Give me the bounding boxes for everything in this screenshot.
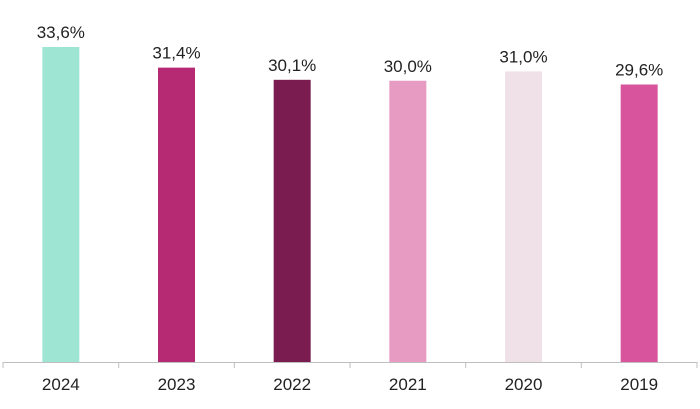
- data-label-2020: 31,0%: [499, 47, 547, 66]
- x-tick-label-2024: 2024: [42, 375, 80, 394]
- x-axis: [2, 362, 698, 368]
- x-tick-labels-group: 2024 2023 2022 2021 2020 2019: [42, 375, 658, 394]
- bar-2021: [389, 80, 427, 362]
- bar-2020: [505, 71, 542, 363]
- data-labels-group: 33,6% 31,4% 30,1% 30,0% 31,0% 29,6%: [37, 23, 664, 80]
- data-label-2021: 30,0%: [384, 57, 432, 76]
- x-tick-label-2020: 2020: [505, 375, 543, 394]
- x-tick-label-2019: 2019: [620, 375, 658, 394]
- x-tick-label-2023: 2023: [158, 375, 196, 394]
- bar-2019: [620, 84, 658, 362]
- data-label-2022: 30,1%: [268, 56, 316, 75]
- bar-2022: [273, 79, 311, 362]
- x-tick-label-2021: 2021: [389, 375, 427, 394]
- bars-group: [42, 47, 658, 363]
- data-label-2024: 33,6%: [37, 23, 85, 42]
- bar-2024: [42, 47, 80, 362]
- data-label-2019: 29,6%: [615, 61, 663, 80]
- bar-2023: [158, 67, 195, 363]
- data-label-2023: 31,4%: [152, 44, 200, 63]
- x-tick-label-2022: 2022: [273, 375, 311, 394]
